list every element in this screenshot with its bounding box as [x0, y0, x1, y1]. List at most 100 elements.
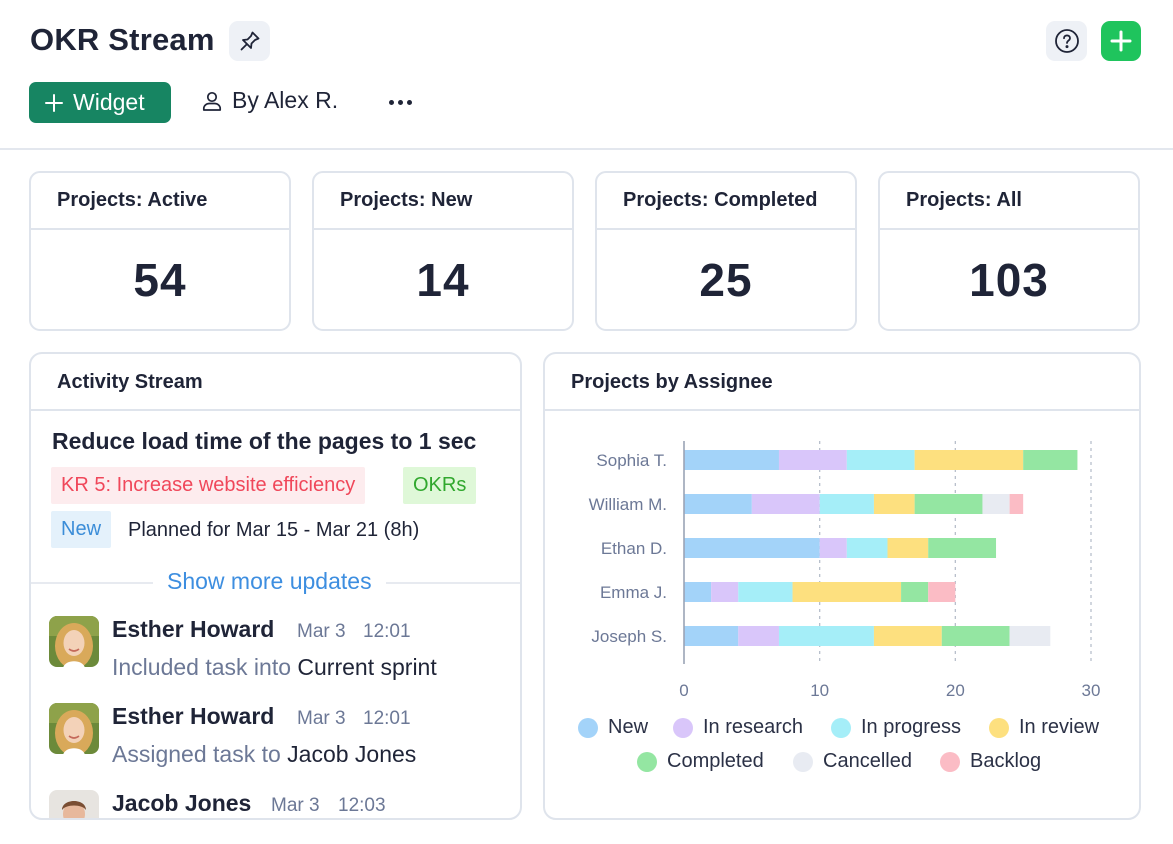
user-name[interactable]: Esther Howard [112, 616, 275, 642]
avatar[interactable] [49, 616, 99, 667]
bar-segment [928, 538, 997, 558]
projects-by-assignee-panel: Projects by Assignee 0 10 20 30 Sophia T. Wil… [543, 352, 1141, 820]
category-label: Ethan D. [601, 539, 667, 558]
entry-time: 12:03 [338, 795, 386, 816]
add-widget-button[interactable]: Widget [29, 82, 171, 123]
stat-value: 54 [133, 254, 187, 306]
bar-segment [1009, 626, 1051, 646]
bar-segment [778, 450, 847, 470]
add-widget-label: Widget [73, 89, 145, 115]
user-name[interactable]: Jacob Jones [112, 790, 252, 816]
bar-segment [887, 538, 929, 558]
okr-tag[interactable]: OKRs [403, 467, 477, 504]
legend-swatch [831, 717, 851, 738]
more-horizontal-icon [388, 99, 394, 105]
entry-action: Included task into Current sprint [112, 654, 437, 681]
bar-segment [846, 538, 888, 558]
avatar[interactable] [49, 790, 99, 818]
bar-segment [1009, 494, 1024, 514]
help-circle-icon [1054, 29, 1079, 53]
entry-action: Assigned task to Jacob Jones [112, 741, 416, 768]
category-label: Sophia T. [596, 451, 667, 470]
activity-stream-panel: Activity Stream Reduce load time of the … [29, 352, 522, 820]
legend-swatch [940, 751, 960, 772]
stat-card-new: Projects: New 14 [312, 171, 574, 331]
bar-segment [684, 538, 820, 558]
assignee-bar-chart: 0 10 20 30 Sophia T. William M. Ethan D. Emma J… [589, 441, 1101, 700]
pin-button[interactable] [229, 21, 270, 61]
bar-segment [819, 494, 874, 514]
status-badge: New [51, 511, 112, 548]
bar-segment [684, 450, 779, 470]
dashboard-header: OKR Stream Widget By Alex R. [0, 0, 1173, 150]
show-more-updates-link[interactable]: Show more updates [153, 568, 386, 595]
legend-item[interactable]: In progress [831, 716, 961, 739]
bar-segment [738, 582, 793, 602]
category-label: Joseph S. [591, 627, 667, 646]
action-text: Assigned task to [112, 741, 281, 767]
task-title[interactable]: Reduce load time of the pages to 1 sec [52, 428, 477, 454]
bar-segment [819, 538, 847, 558]
legend-swatch [637, 751, 657, 772]
legend-swatch [578, 717, 598, 738]
stat-label: Projects: Completed [597, 173, 855, 230]
legend-item[interactable]: Cancelled [793, 750, 912, 773]
category-label: William M. [589, 495, 667, 514]
bar-segment [914, 450, 1024, 470]
stat-value: 103 [969, 254, 1049, 306]
bar-segment [982, 494, 1010, 514]
stat-value: 14 [416, 254, 470, 306]
planned-dates: Planned for Mar 15 - Mar 21 (8h) [128, 519, 420, 541]
stat-card-active: Projects: Active 54 [29, 171, 291, 331]
legend-swatch [673, 717, 693, 738]
user-name[interactable]: Esther Howard [112, 703, 275, 729]
stat-label: Projects: New [314, 173, 572, 230]
legend-item[interactable]: In review [989, 716, 1099, 739]
stat-label: Projects: All [880, 173, 1138, 230]
help-button[interactable] [1046, 21, 1087, 61]
legend-label: In review [1019, 716, 1100, 738]
owner-filter-label: By Alex R. [232, 87, 339, 113]
legend-item[interactable]: In research [673, 716, 803, 739]
action-target-link[interactable]: Current sprint [297, 654, 437, 680]
entry-date: Mar 3 [297, 621, 346, 642]
x-tick-label: 30 [1082, 681, 1101, 700]
x-tick-label: 10 [810, 681, 829, 700]
user-icon [202, 91, 222, 111]
bar-segment [778, 626, 874, 646]
owner-filter[interactable]: By Alex R. [200, 87, 338, 114]
legend-swatch [989, 717, 1009, 738]
plus-icon [45, 93, 63, 112]
avatar[interactable] [49, 703, 99, 754]
bar-segment [684, 582, 712, 602]
bar-segment [751, 494, 820, 514]
stat-card-completed: Projects: Completed 25 [595, 171, 857, 331]
legend-label: In research [703, 716, 804, 738]
stat-label: Projects: Active [31, 173, 289, 230]
bar-segment [1023, 450, 1078, 470]
legend-item[interactable]: Completed [637, 750, 764, 773]
page-title: OKR Stream [30, 22, 215, 57]
panel-title: Activity Stream [31, 354, 520, 411]
bar-segment [941, 626, 1010, 646]
x-tick-label: 20 [946, 681, 965, 700]
panel-title: Projects by Assignee [545, 354, 1139, 411]
legend-item[interactable]: New [578, 716, 648, 739]
key-result-tag[interactable]: KR 5: Increase website efficiency [51, 467, 366, 504]
bar-segment [846, 450, 915, 470]
plus-icon [1110, 30, 1132, 52]
bar-segment [684, 626, 739, 646]
pin-icon [240, 31, 259, 51]
legend-label: Completed [667, 750, 764, 772]
action-target-link[interactable]: Jacob Jones [287, 741, 417, 767]
bar-segment [738, 626, 779, 646]
bar-segment [873, 494, 915, 514]
legend-swatch [793, 751, 813, 772]
bar-segment [928, 582, 956, 602]
bar-segment [711, 582, 739, 602]
legend-item[interactable]: Backlog [940, 750, 1041, 773]
add-button[interactable] [1101, 21, 1141, 61]
bar-segment [873, 626, 942, 646]
more-options-button[interactable] [384, 90, 416, 114]
entry-date: Mar 3 [297, 708, 346, 729]
